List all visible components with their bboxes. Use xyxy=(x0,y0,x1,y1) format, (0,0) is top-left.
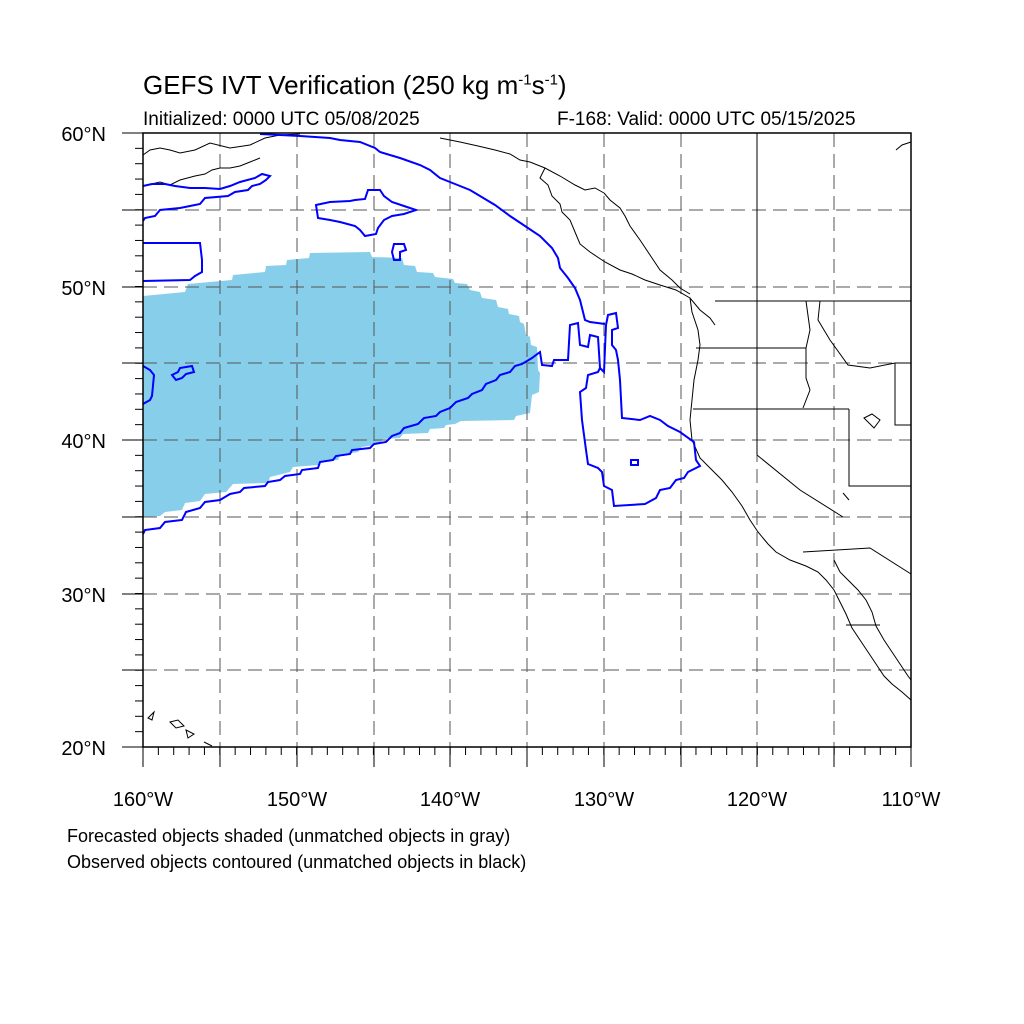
minor-axis-ticks xyxy=(135,132,912,755)
observed-ivt-contours xyxy=(142,133,702,535)
lon-label-130w: 130°W xyxy=(574,789,634,811)
lon-label-140w: 140°W xyxy=(420,789,480,811)
graticule xyxy=(143,133,911,747)
valid-time: F-168: Valid: 0000 UTC 05/15/2025 xyxy=(557,109,856,130)
lat-label-60n: 60°N xyxy=(61,124,106,146)
forecast-ivt-object xyxy=(143,252,540,517)
initialized-time: Initialized: 0000 UTC 05/08/2025 xyxy=(143,109,420,130)
longitude-labels: 160°W 150°W 140°W 130°W 120°W 110°W xyxy=(113,789,941,811)
lat-label-30n: 30°N xyxy=(61,585,106,607)
legend-forecast-note: Forecasted objects shaded (unmatched obj… xyxy=(67,826,511,846)
lon-label-110w: 110°W xyxy=(882,789,941,811)
lat-label-20n: 20°N xyxy=(61,738,106,760)
lat-label-50n: 50°N xyxy=(61,278,106,300)
lon-label-160w: 160°W xyxy=(113,789,173,811)
lon-label-150w: 150°W xyxy=(267,789,327,811)
map-title: GEFS IVT Verification (250 kg m-1s-1) xyxy=(143,70,567,100)
lon-label-120w: 120°W xyxy=(727,789,787,811)
latitude-labels: 20°N 30°N 40°N 50°N 60°N xyxy=(61,124,106,760)
legend-observed-note: Observed objects contoured (unmatched ob… xyxy=(67,852,527,872)
political-borders xyxy=(693,133,912,626)
coastline xyxy=(142,133,912,747)
lat-label-40n: 40°N xyxy=(61,431,106,453)
